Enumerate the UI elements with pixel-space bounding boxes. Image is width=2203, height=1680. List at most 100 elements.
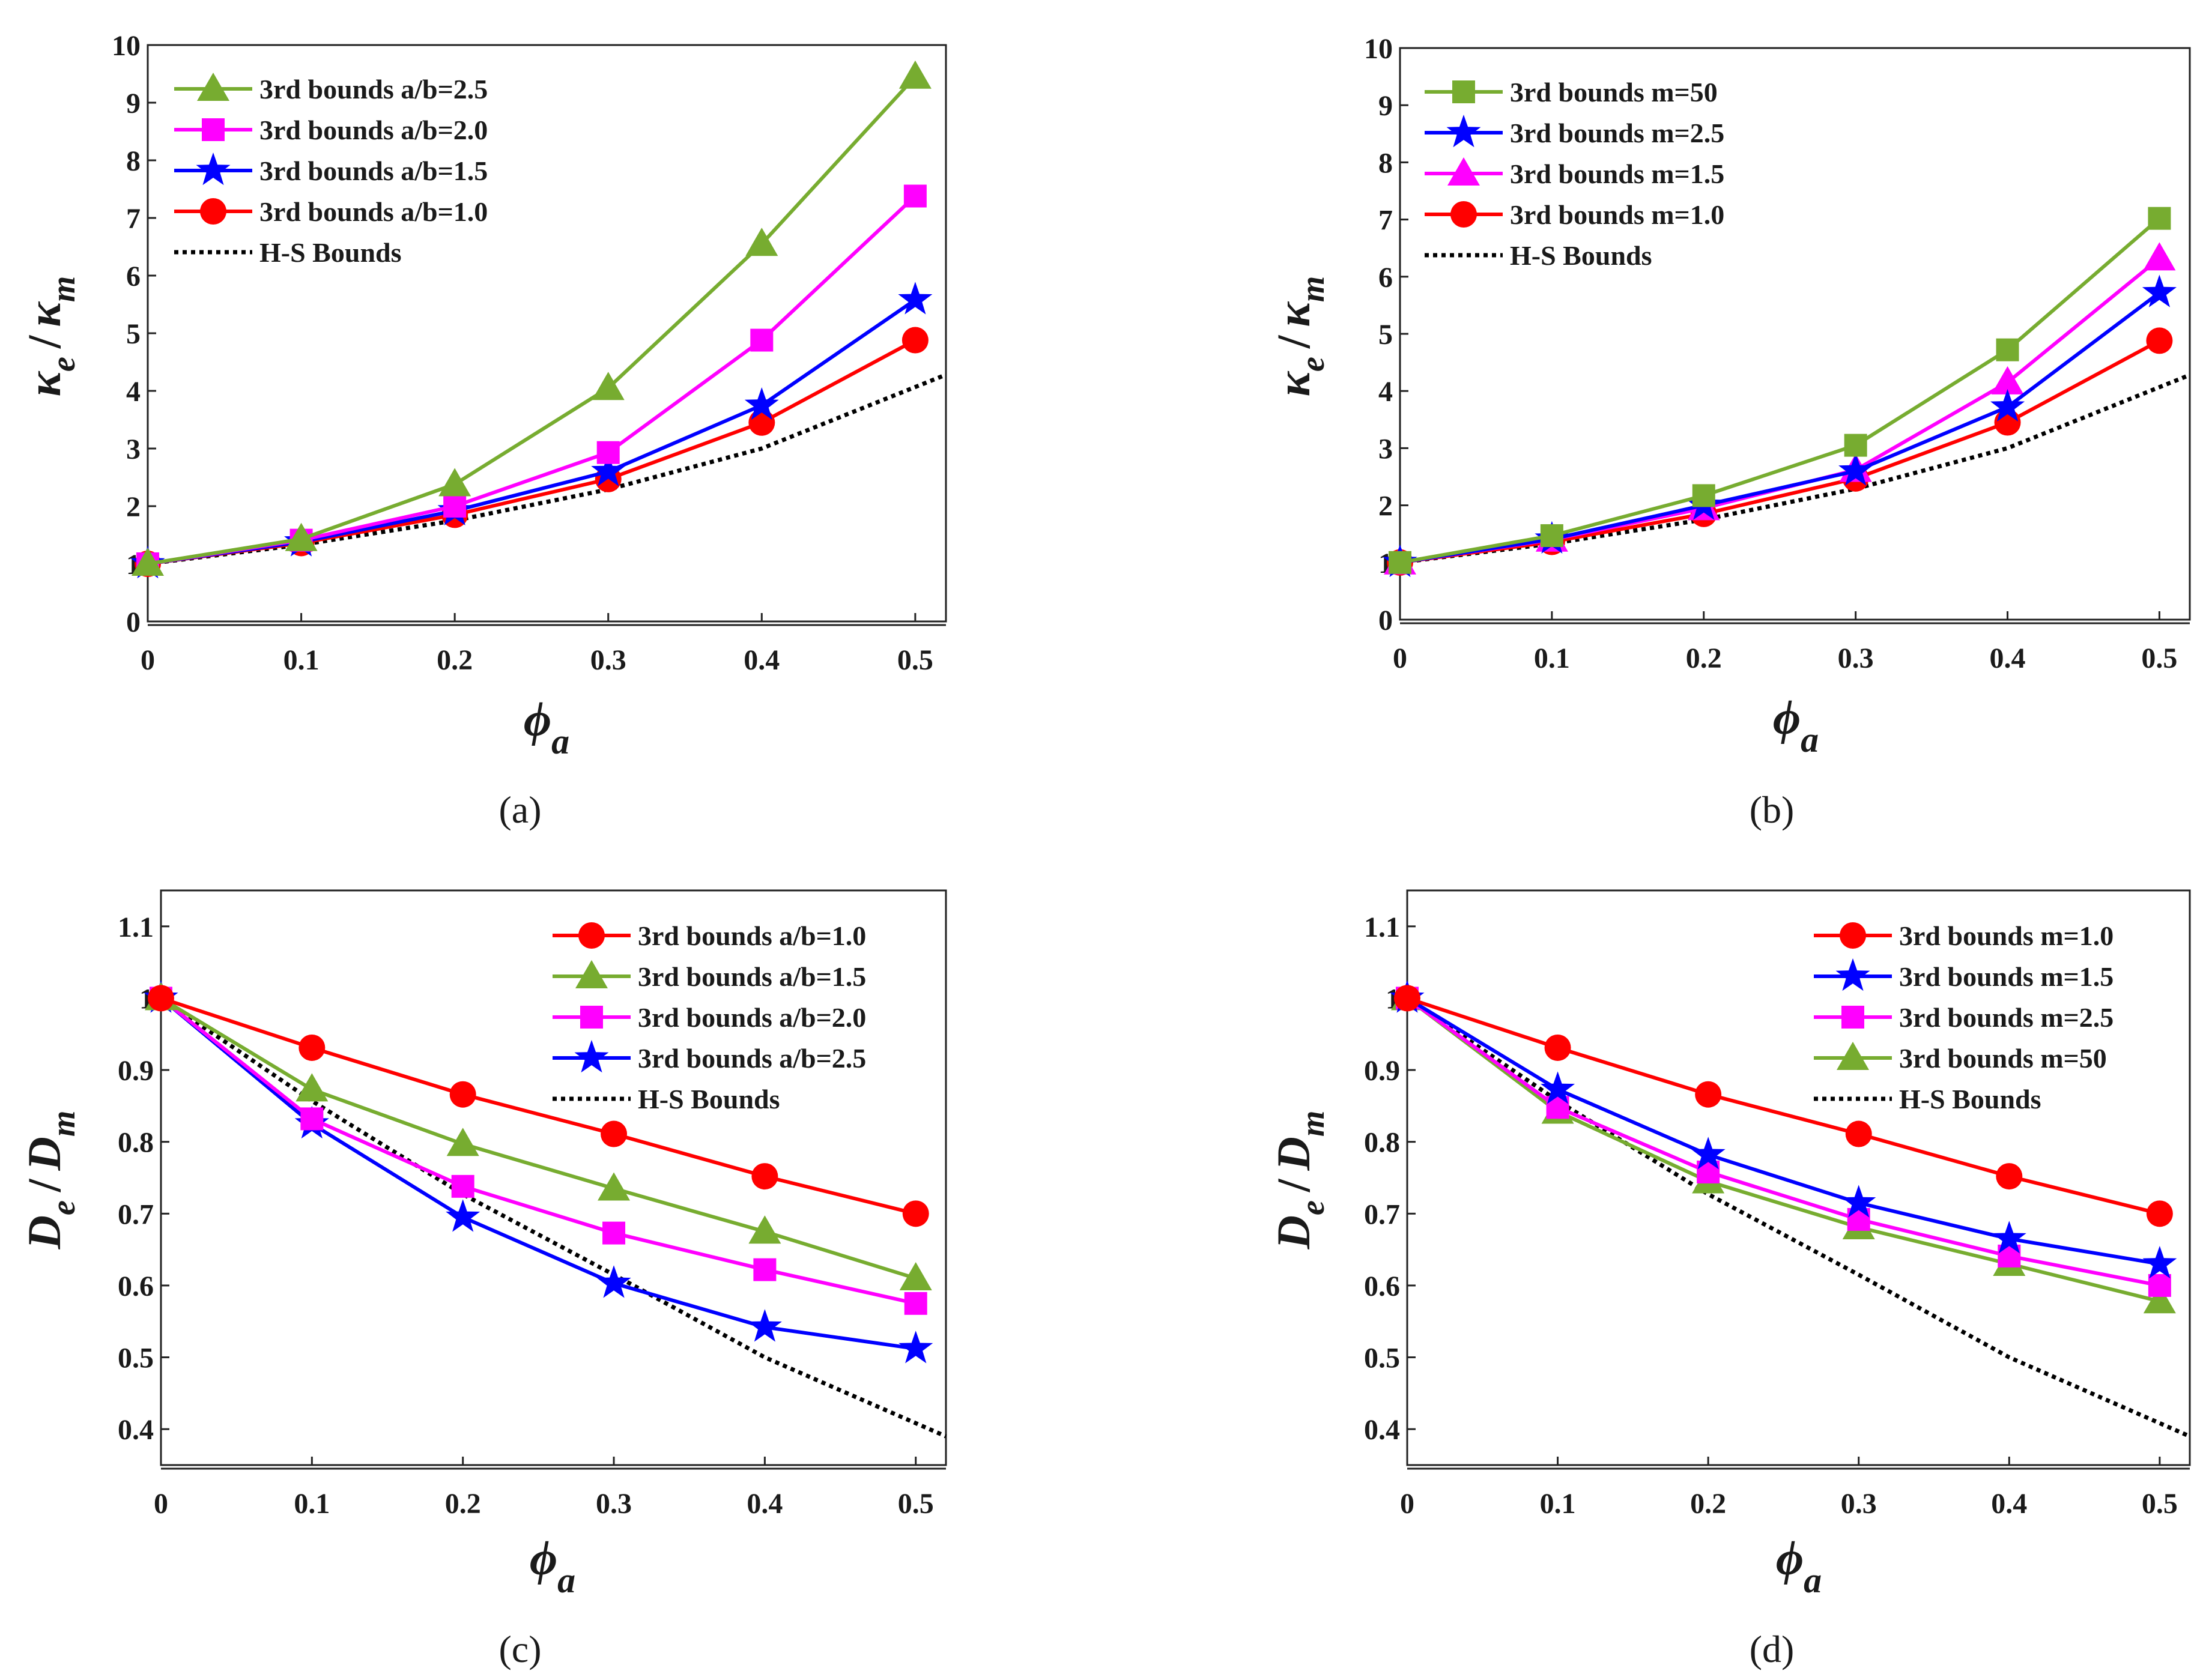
data-point [451, 1174, 474, 1198]
x-label-main: ϕ [530, 1532, 557, 1585]
data-point [750, 328, 774, 352]
data-point [2148, 1274, 2171, 1297]
data-point [601, 1120, 628, 1147]
legend: 3rd bounds m=1.0 3rd bounds m=1.5 3rd boun… [1814, 920, 2114, 1114]
x-tick-label: 0.1 [1540, 1488, 1576, 1520]
hs-bounds-line [1399, 373, 2191, 565]
data-point [1844, 434, 1867, 457]
data-point [298, 1034, 326, 1061]
data-point [1541, 1071, 1575, 1104]
legend-marker [197, 73, 229, 101]
x-tick-label: 0.1 [294, 1488, 330, 1520]
legend-entry: 3rd bounds a/b=2.0 [553, 1002, 866, 1033]
y-tick-label: 1.1 [1364, 911, 1400, 943]
legend-marker [202, 118, 225, 141]
y-tick-label: 0 [126, 606, 141, 638]
y-tick-label: 0.7 [1364, 1198, 1400, 1230]
data-point [747, 1309, 782, 1342]
y-tick-label: 2 [126, 491, 141, 523]
x-tick-label: 0 [1400, 1488, 1414, 1520]
series-line [1399, 291, 2161, 564]
series-line [1399, 217, 2161, 564]
x-tick-label: 0.3 [1841, 1488, 1877, 1520]
legend-label: 3rd bounds a/b=2.5 [259, 74, 488, 104]
y-label-main: κ [18, 301, 70, 327]
chart-panel-d: 0 0.1 0.2 0.3 0.4 0.50.40.50.60.70.80.911.1 3r… [1267, 889, 2191, 1670]
data-point [748, 409, 775, 436]
y-label-sub: e [45, 357, 82, 372]
data-point [438, 468, 471, 497]
data-point [904, 1292, 927, 1315]
data-point [446, 1128, 479, 1156]
y-label-main: D [1267, 1215, 1320, 1249]
y-tick-label: 0.8 [1364, 1127, 1400, 1159]
y-tick-label: 0.4 [118, 1414, 154, 1446]
x-tick-label: 0.2 [1690, 1488, 1726, 1520]
chart-panel-c: 0 0.1 0.2 0.3 0.4 0.50.40.50.60.70.80.911.1 3r… [18, 889, 947, 1670]
series-0 [1394, 985, 2173, 1227]
legend-entry: H-S Bounds [553, 1084, 780, 1114]
legend-label: 3rd bounds m=2.5 [1899, 1002, 2114, 1033]
data-point [443, 495, 467, 518]
y-tick-label: 0.8 [118, 1127, 154, 1159]
legend-entry: 3rd bounds m=1.5 [1814, 958, 2114, 992]
series-line [160, 996, 917, 1280]
x-tick-label: 0.5 [2141, 642, 2177, 674]
x-axis-label: ϕa [1776, 1532, 1822, 1600]
series-line [160, 997, 917, 1351]
legend-label: 3rd bounds a/b=1.0 [638, 920, 866, 951]
y-tick-label: 0.5 [1364, 1343, 1400, 1374]
data-point [748, 1215, 781, 1244]
y-tick-label: 0.6 [118, 1271, 154, 1302]
legend-marker [1446, 115, 1481, 148]
y-label-main: κ [18, 370, 70, 396]
y-label-sub: m [45, 276, 82, 303]
series-line [1399, 256, 2161, 564]
y-tick-label: 6 [1378, 262, 1393, 294]
plot-area [160, 889, 947, 1466]
data-point [899, 1262, 932, 1290]
y-axis-label: De / Dm [1267, 1111, 1332, 1250]
y-tick-label: 0.7 [118, 1198, 154, 1230]
y-tick-label: 2 [1378, 491, 1393, 522]
legend-label: 3rd bounds a/b=1.0 [259, 196, 488, 227]
data-point [902, 327, 929, 354]
series-3 [144, 980, 933, 1364]
y-tick-label: 0.4 [1364, 1414, 1400, 1446]
y-tick-label: 3 [1378, 433, 1393, 465]
data-point [295, 1073, 329, 1102]
legend-entry: 3rd bounds m=50 [1425, 77, 1718, 107]
legend-entry: H-S Bounds [1425, 240, 1652, 271]
y-tick-label: 3 [126, 434, 141, 465]
x-tick-label: 0.2 [1686, 642, 1722, 674]
legend-marker [1837, 1042, 1869, 1070]
y-label-main: D [18, 1215, 70, 1249]
data-point [902, 1200, 929, 1227]
series-2 [130, 282, 933, 579]
data-point [744, 387, 779, 420]
y-label-sep: / [18, 334, 70, 349]
data-point [1544, 1034, 1571, 1061]
legend-entry: 3rd bounds a/b=1.5 [553, 960, 866, 992]
y-tick-label: 7 [1378, 205, 1393, 237]
y-tick-label: 0.9 [118, 1055, 154, 1087]
legend-label: H-S Bounds [1899, 1084, 2041, 1114]
series-3 [135, 327, 929, 577]
legend-entry: 3rd bounds a/b=2.5 [174, 73, 488, 104]
legend-label: 3rd bounds m=50 [1899, 1043, 2107, 1074]
data-point [2142, 1246, 2177, 1279]
legend-entry: 3rd bounds a/b=1.0 [174, 196, 488, 227]
data-point [903, 184, 927, 208]
x-label-sub: a [557, 1561, 575, 1600]
data-point [2143, 1285, 2176, 1314]
y-tick-label: 1.1 [118, 911, 154, 943]
y-tick-label: 10 [112, 30, 141, 62]
data-point [596, 441, 620, 464]
legend: 3rd bounds a/b=1.0 3rd bounds a/b=1.5 3rd … [553, 920, 866, 1114]
data-point [1695, 1081, 1722, 1108]
y-tick-label: 5 [1378, 319, 1393, 351]
data-point [1992, 1221, 2026, 1254]
y-tick-label: 4 [1378, 376, 1393, 408]
legend-label: 3rd bounds m=50 [1510, 77, 1718, 107]
panel-caption: (a) [498, 788, 541, 831]
